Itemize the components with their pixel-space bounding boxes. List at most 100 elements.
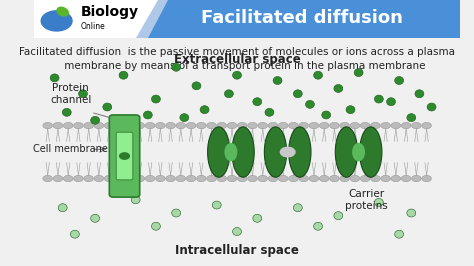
Circle shape xyxy=(145,175,155,182)
Ellipse shape xyxy=(427,103,436,111)
Ellipse shape xyxy=(62,108,71,116)
Circle shape xyxy=(176,175,186,182)
Circle shape xyxy=(247,175,257,182)
Circle shape xyxy=(360,122,370,129)
Ellipse shape xyxy=(265,108,274,116)
Circle shape xyxy=(135,122,145,129)
Circle shape xyxy=(207,122,217,129)
Circle shape xyxy=(371,122,380,129)
Ellipse shape xyxy=(374,198,383,206)
Text: Carrier
proteins: Carrier proteins xyxy=(346,189,388,211)
Circle shape xyxy=(53,175,63,182)
Circle shape xyxy=(84,175,93,182)
Ellipse shape xyxy=(334,212,343,220)
Ellipse shape xyxy=(293,90,302,98)
Ellipse shape xyxy=(354,69,363,77)
Circle shape xyxy=(64,122,73,129)
Circle shape xyxy=(411,122,421,129)
Circle shape xyxy=(401,122,411,129)
Text: Biology: Biology xyxy=(81,5,139,19)
Circle shape xyxy=(258,122,268,129)
Circle shape xyxy=(115,175,124,182)
Circle shape xyxy=(422,175,431,182)
Circle shape xyxy=(43,175,53,182)
Circle shape xyxy=(186,175,196,182)
Circle shape xyxy=(340,122,349,129)
Ellipse shape xyxy=(58,204,67,212)
Ellipse shape xyxy=(91,214,100,222)
Ellipse shape xyxy=(415,90,424,98)
Circle shape xyxy=(186,122,196,129)
Ellipse shape xyxy=(200,106,209,114)
Ellipse shape xyxy=(346,106,355,114)
Circle shape xyxy=(268,175,278,182)
Ellipse shape xyxy=(314,222,322,230)
Circle shape xyxy=(115,122,124,129)
Ellipse shape xyxy=(212,201,221,209)
Text: Online: Online xyxy=(81,22,106,31)
Circle shape xyxy=(227,122,237,129)
Ellipse shape xyxy=(192,82,201,90)
Ellipse shape xyxy=(335,127,357,177)
Circle shape xyxy=(64,175,73,182)
Polygon shape xyxy=(136,0,172,38)
Ellipse shape xyxy=(152,95,160,103)
Circle shape xyxy=(350,175,360,182)
Ellipse shape xyxy=(253,214,262,222)
Ellipse shape xyxy=(152,222,160,230)
Circle shape xyxy=(84,122,93,129)
Circle shape xyxy=(247,122,257,129)
Circle shape xyxy=(401,175,411,182)
Circle shape xyxy=(268,122,278,129)
Circle shape xyxy=(381,175,391,182)
FancyBboxPatch shape xyxy=(34,0,162,38)
Circle shape xyxy=(119,153,129,159)
Circle shape xyxy=(104,175,114,182)
Circle shape xyxy=(237,175,247,182)
Ellipse shape xyxy=(172,209,181,217)
Ellipse shape xyxy=(172,63,181,71)
Ellipse shape xyxy=(264,127,287,177)
Ellipse shape xyxy=(224,143,237,161)
Circle shape xyxy=(94,122,104,129)
Ellipse shape xyxy=(407,209,416,217)
Circle shape xyxy=(94,175,104,182)
Circle shape xyxy=(53,122,63,129)
Circle shape xyxy=(43,122,53,129)
Circle shape xyxy=(207,175,217,182)
Circle shape xyxy=(155,122,165,129)
Circle shape xyxy=(289,175,298,182)
Text: Intracellular space: Intracellular space xyxy=(175,244,299,257)
Ellipse shape xyxy=(273,77,282,85)
Circle shape xyxy=(73,122,83,129)
Ellipse shape xyxy=(119,71,128,79)
Text: Extracellular space: Extracellular space xyxy=(173,53,301,66)
Ellipse shape xyxy=(91,116,100,124)
Circle shape xyxy=(145,122,155,129)
Ellipse shape xyxy=(314,71,322,79)
Circle shape xyxy=(360,175,370,182)
Ellipse shape xyxy=(103,103,112,111)
FancyBboxPatch shape xyxy=(116,132,133,180)
Circle shape xyxy=(104,122,114,129)
Ellipse shape xyxy=(360,127,382,177)
Circle shape xyxy=(371,175,380,182)
Circle shape xyxy=(217,122,227,129)
Ellipse shape xyxy=(395,230,403,238)
Text: Facilitated diffusion  is the passive movement of molecules or ions across a pla: Facilitated diffusion is the passive mov… xyxy=(19,47,455,70)
Circle shape xyxy=(299,175,309,182)
Circle shape xyxy=(135,175,145,182)
Text: Protein
channel: Protein channel xyxy=(50,83,91,105)
Circle shape xyxy=(278,175,288,182)
Circle shape xyxy=(411,175,421,182)
Circle shape xyxy=(278,122,288,129)
Ellipse shape xyxy=(395,77,403,85)
Ellipse shape xyxy=(387,98,395,106)
Circle shape xyxy=(41,11,72,31)
Ellipse shape xyxy=(293,204,302,212)
Ellipse shape xyxy=(71,230,79,238)
Polygon shape xyxy=(148,0,172,38)
Circle shape xyxy=(340,175,349,182)
Text: Cell membrane: Cell membrane xyxy=(33,144,108,154)
Ellipse shape xyxy=(143,111,152,119)
